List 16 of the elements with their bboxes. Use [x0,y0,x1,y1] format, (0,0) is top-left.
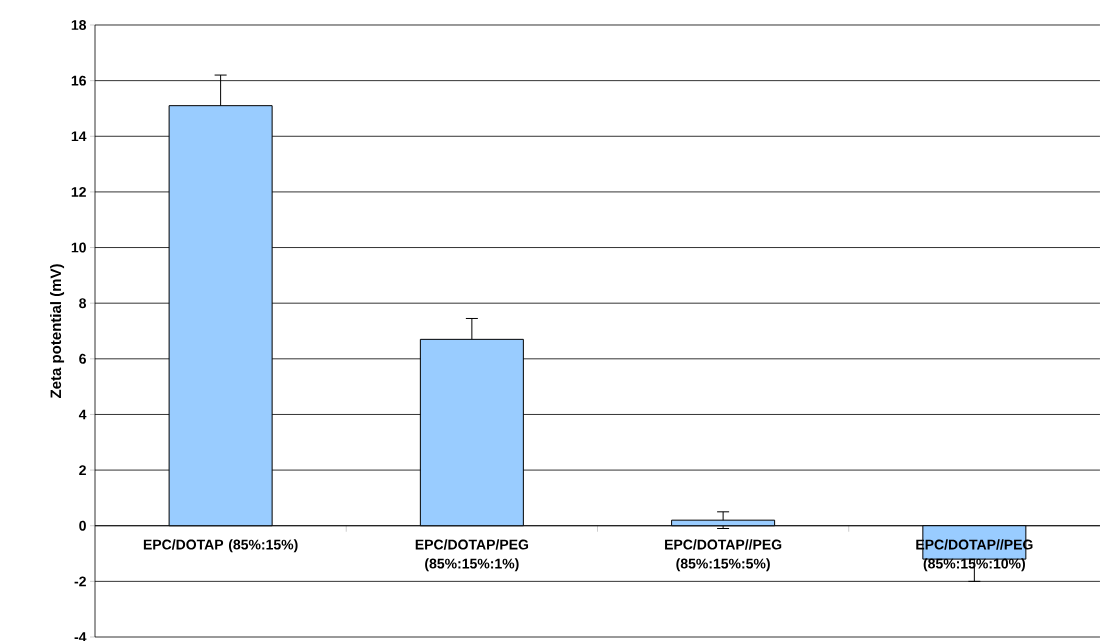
y-tick-label: 16 [71,75,86,86]
y-tick-label: 10 [71,242,86,253]
y-tick-label: 8 [79,298,87,309]
y-tick-label: 18 [71,20,87,30]
x-tick-label: EPC/DOTAP/PEG (85%:15%:1%) [415,539,529,572]
y-tick-label: 12 [71,187,86,197]
y-tick-label: 2 [79,465,86,475]
x-tick-label: EPC/DOTAP (85%:15%) [143,539,298,553]
y-axis-title: Zeta potential (mV) [50,264,65,399]
y-tick-label: 4 [78,409,87,420]
y-tick-label: -4 [74,632,87,641]
y-tick-label: 6 [79,353,86,364]
y-tick-label: -2 [74,576,86,587]
y-tick-label: 14 [71,131,87,142]
y-tick-label: 0 [79,520,86,531]
x-tick-label: EPC/DOTAP//PEG (85%:15%:5%) [665,539,782,572]
